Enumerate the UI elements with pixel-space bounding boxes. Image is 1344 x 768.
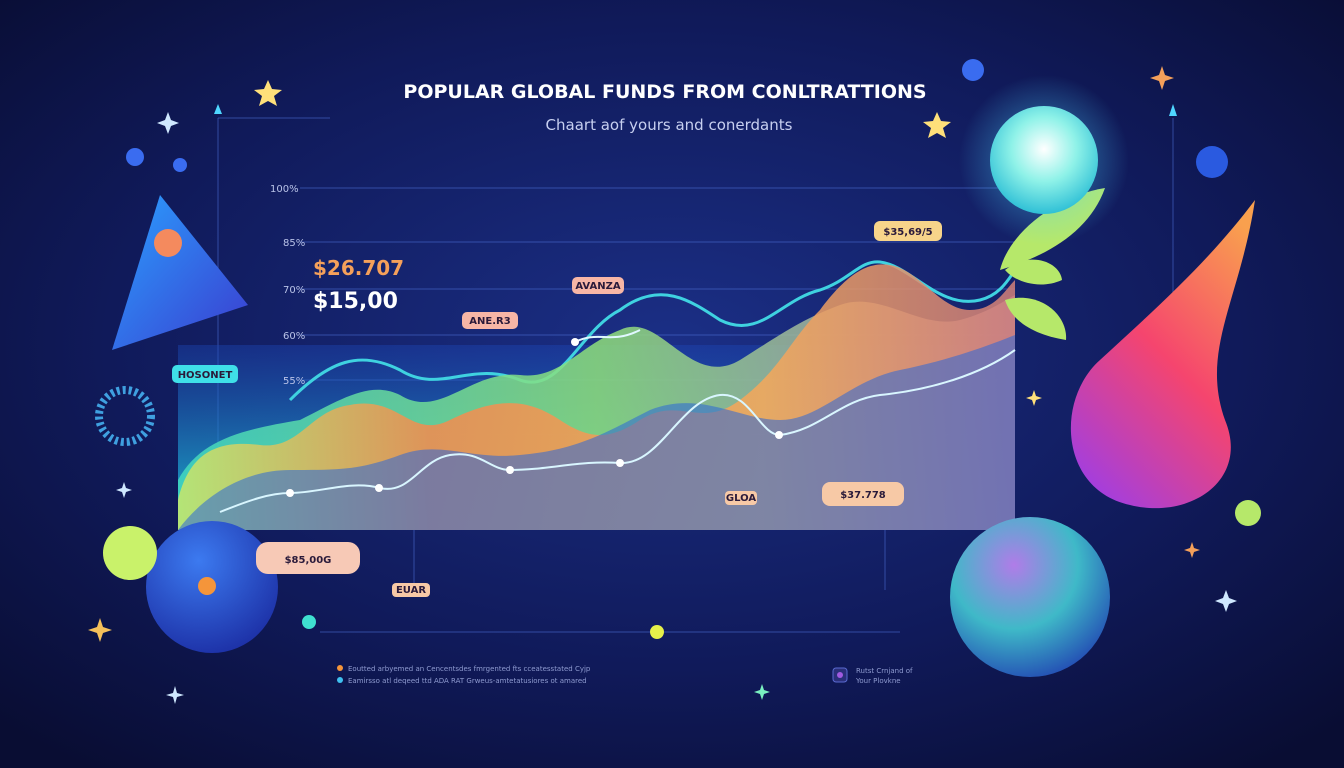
title: POPULAR GLOBAL FUNDS FROM CONLTRATTIONS [403, 81, 926, 103]
callout-box [392, 583, 430, 597]
dot [962, 59, 984, 81]
callout: $85,00G [285, 555, 332, 566]
legend-entry: Eamirsso atl deqeed ttd ADA RAT Grweus-a… [348, 677, 587, 685]
legend-dot [837, 672, 843, 678]
decoration [571, 338, 579, 346]
highlight-value: $26.707 [313, 256, 404, 280]
decoration [375, 484, 383, 492]
decoration [1005, 259, 1062, 285]
callout-box [462, 312, 518, 329]
callout: HOSONET [178, 370, 233, 381]
dot [173, 158, 187, 172]
orb [990, 106, 1098, 214]
note: Your Plovkne [855, 677, 901, 685]
dot [198, 577, 216, 595]
callout: ANE.R3 [469, 316, 510, 327]
ball [103, 526, 157, 580]
highlight-value: $15,00 [313, 289, 398, 314]
sparkles [88, 66, 1237, 704]
callout-box [874, 221, 942, 241]
decoration [286, 489, 294, 497]
legend-entry: Eoutted arbyemed an Cencentsdes fmrgente… [348, 665, 591, 673]
decoration [1215, 590, 1237, 612]
triangle [112, 195, 248, 350]
callout: GLOA [726, 493, 756, 504]
ring [95, 386, 155, 446]
dot [1235, 500, 1261, 526]
dot [650, 625, 664, 639]
axis-label: 100% [270, 184, 299, 195]
arrow [214, 104, 222, 114]
stars [254, 80, 951, 138]
callout-box [725, 491, 757, 505]
axis-label: 60% [283, 331, 305, 342]
decoration [775, 431, 783, 439]
wave-line [574, 329, 641, 343]
callout: AVANZA [575, 281, 620, 292]
callout: $35,69/5 [883, 227, 932, 238]
arrow [1169, 104, 1177, 116]
teardrop [1070, 200, 1255, 509]
legend-dot [337, 665, 343, 671]
decoration [157, 112, 179, 134]
wave-line [219, 349, 1016, 513]
axis-label: 55% [283, 376, 305, 387]
decoration [506, 466, 514, 474]
callout-box [256, 542, 360, 574]
dot [302, 615, 316, 629]
decoration [754, 684, 770, 700]
subtitle: Chaart aof yours and conerdants [546, 116, 793, 134]
callout-box [172, 365, 238, 383]
dot [154, 229, 182, 257]
decoration [1026, 390, 1042, 406]
axis-label: 85% [283, 238, 305, 249]
decoration [1005, 297, 1067, 340]
decoration [166, 686, 184, 704]
decoration [88, 618, 112, 642]
moon [1196, 146, 1228, 178]
note: Rutst Crnjand of [856, 667, 913, 675]
axis-label: 70% [283, 285, 305, 296]
callout-box [572, 277, 624, 294]
decoration [1150, 66, 1174, 90]
decoration [616, 459, 624, 467]
points [286, 338, 783, 497]
decoration [116, 482, 132, 498]
decoration [1184, 542, 1200, 558]
decoration [923, 112, 951, 138]
wave-area [178, 335, 1015, 530]
callout: $37.778 [840, 490, 886, 501]
callout-box [822, 482, 904, 506]
decoration [254, 80, 282, 106]
dot [126, 148, 144, 166]
legend-dot [337, 677, 343, 683]
callouts: $35,69/5 AVANZA ANE.R3 HOSONET $37.778 G… [172, 221, 942, 597]
sphere [950, 517, 1110, 677]
callout: EUAR [396, 585, 426, 596]
